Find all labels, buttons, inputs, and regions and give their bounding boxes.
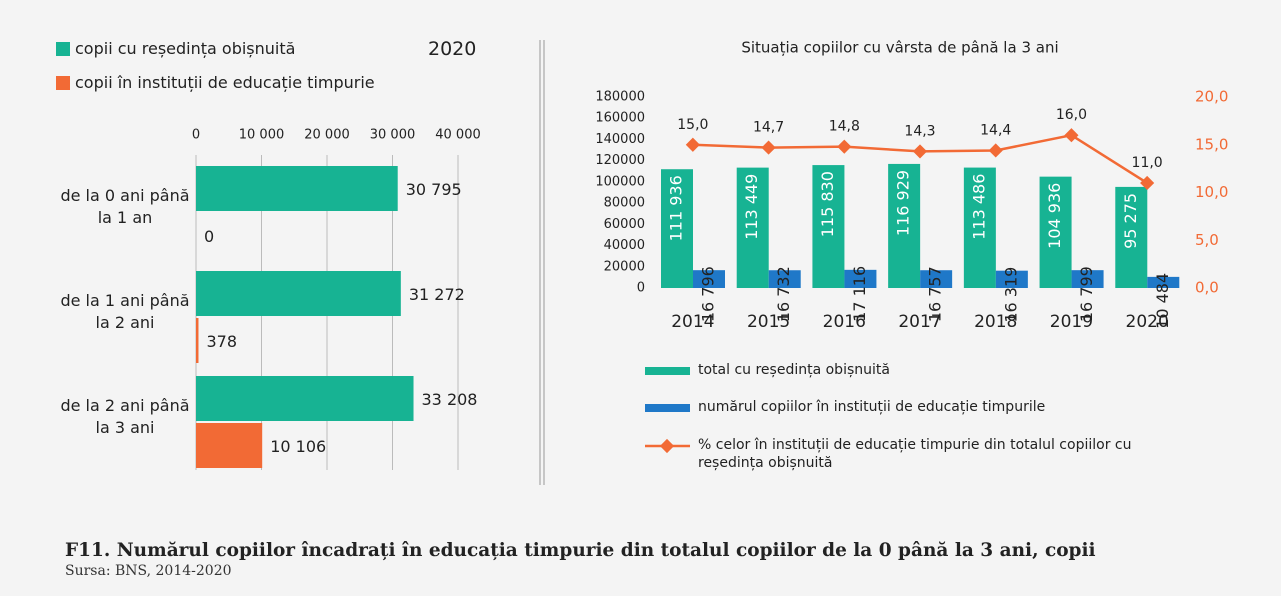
line-marker (1064, 128, 1079, 143)
y-tick-label: 160000 (595, 111, 645, 126)
bar (844, 269, 877, 288)
value-label: 16 799 (1077, 266, 1096, 322)
value-label: 16,0 (1056, 107, 1087, 123)
value-label: 14,4 (980, 122, 1011, 138)
y-tick-label: 60000 (604, 217, 645, 232)
x-tick-label: 2016 (823, 312, 866, 332)
bar (768, 270, 801, 288)
bar (963, 167, 996, 288)
legend-marker (659, 438, 675, 454)
bar (888, 163, 921, 288)
y-tick-label: de la 0 ani până la 1 an (60, 186, 190, 227)
y2-tick-label: 10,0 (1195, 183, 1228, 201)
bar (661, 169, 693, 288)
source: Sursa: BNS, 2014-2020 (65, 563, 232, 579)
value-label: 115 830 (818, 171, 837, 237)
x-tick-label: 2020 (1126, 312, 1169, 332)
legend-label: numărul copiilor în instituții de educaț… (698, 399, 1046, 415)
y2-tick-label: 20,0 (1195, 88, 1228, 106)
caption: F11. Numărul copiilor încadrați în educa… (65, 540, 1096, 561)
value-label: 14,3 (904, 123, 935, 139)
value-label: 10 106 (270, 437, 326, 456)
value-label: 11,0 (1132, 155, 1163, 171)
value-label: 0 (204, 227, 214, 246)
bar (196, 271, 401, 316)
x-tick-label: 2019 (1050, 312, 1093, 332)
y-tick-label: de la 1 ani până la 2 ani (60, 291, 190, 332)
y2-tick-label: 0,0 (1195, 279, 1219, 297)
line-marker (1140, 175, 1155, 191)
y2-tick-label: 5,0 (1195, 231, 1219, 249)
x-tick-label: 2014 (671, 312, 714, 332)
bar (995, 270, 1028, 288)
value-label: 14,8 (829, 119, 860, 135)
line-marker (685, 137, 700, 152)
bar (920, 270, 953, 288)
legend-swatch (645, 367, 690, 375)
y-tick-label: de la 2 ani până la 3 ani (60, 396, 190, 437)
value-label: 16 757 (926, 266, 945, 322)
bar (196, 166, 398, 211)
y-tick-label: 100000 (595, 174, 645, 189)
y-tick-label: 0 (637, 281, 645, 296)
bar (736, 167, 769, 288)
value-label: 104 936 (1045, 183, 1064, 249)
bar (1071, 270, 1104, 288)
x-tick-label: 40 000 (435, 128, 481, 143)
bar (196, 318, 199, 363)
value-label: 111 936 (667, 175, 686, 241)
line-marker (988, 143, 1003, 158)
legend-swatch (645, 404, 690, 412)
y-tick-label: 140000 (595, 132, 645, 147)
value-label: 16 319 (1001, 267, 1020, 323)
bar (1039, 176, 1072, 288)
value-label: 95 275 (1121, 193, 1140, 249)
value-label: 378 (206, 332, 237, 351)
line-marker (912, 144, 928, 159)
y-tick-label: 180000 (595, 90, 645, 105)
line-marker (761, 140, 776, 155)
x-tick-label: 30 000 (370, 128, 416, 143)
value-label: 16 796 (699, 266, 718, 322)
line-marker (837, 139, 852, 154)
chart-title: Situația copiilor cu vârsta de până la 3… (741, 39, 1058, 57)
chart-title: 2020 (428, 38, 477, 60)
value-label: 17 116 (850, 266, 869, 322)
value-label: 113 449 (742, 174, 761, 240)
legend-label: copii cu reședința obișnuită (75, 39, 296, 58)
value-label: 31 272 (409, 285, 465, 304)
legend-label: % celor în instituții de educație timpur… (698, 437, 1132, 471)
bar (196, 376, 414, 421)
x-tick-label: 0 (192, 128, 200, 143)
x-tick-label: 2015 (747, 312, 790, 332)
bar (1147, 276, 1180, 288)
legend-swatch (56, 42, 70, 56)
bar (693, 270, 725, 288)
legend-label: total cu reședința obișnuită (698, 362, 890, 378)
value-label: 30 795 (406, 180, 462, 199)
value-label: 14,7 (753, 120, 784, 136)
value-label: 16 732 (774, 266, 793, 322)
value-label: 116 929 (894, 170, 913, 236)
x-tick-label: 2017 (898, 312, 941, 332)
legend-swatch (56, 76, 70, 90)
legend-label: copii în instituții de educație timpurie (75, 73, 375, 92)
x-tick-label: 10 000 (239, 128, 285, 143)
value-label: 10 484 (1153, 273, 1172, 329)
y-tick-label: 80000 (604, 196, 645, 211)
value-label: 113 486 (969, 174, 988, 240)
y-tick-label: 40000 (604, 238, 645, 253)
y2-tick-label: 15,0 (1195, 135, 1228, 153)
y-tick-label: 20000 (604, 259, 645, 274)
x-tick-label: 2018 (974, 312, 1017, 332)
bar (196, 423, 263, 468)
x-tick-label: 20 000 (304, 128, 350, 143)
bar (1115, 186, 1148, 288)
value-label: 15,0 (677, 117, 708, 133)
y-tick-label: 120000 (595, 153, 645, 168)
value-label: 33 208 (422, 390, 478, 409)
bar (812, 165, 845, 288)
